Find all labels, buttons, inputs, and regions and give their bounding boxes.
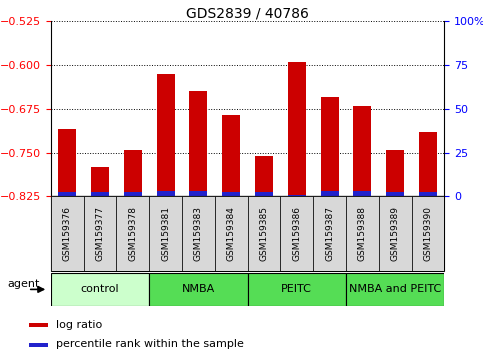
Bar: [51, 273, 149, 306]
Bar: [124, 192, 142, 196]
Text: GSM159378: GSM159378: [128, 206, 137, 261]
Bar: [386, 150, 404, 196]
Text: control: control: [81, 284, 119, 295]
Bar: [288, 195, 306, 196]
Bar: [412, 196, 444, 271]
Bar: [346, 196, 379, 271]
Bar: [91, 167, 109, 196]
Bar: [255, 156, 273, 196]
Text: GSM159388: GSM159388: [358, 206, 367, 261]
Bar: [379, 196, 412, 271]
Bar: [321, 191, 339, 196]
Bar: [149, 273, 248, 306]
Bar: [313, 196, 346, 271]
Bar: [29, 343, 48, 347]
Text: NMBA and PEITC: NMBA and PEITC: [349, 284, 441, 295]
Bar: [124, 150, 142, 196]
Bar: [189, 191, 207, 196]
Bar: [189, 91, 207, 196]
Bar: [29, 323, 48, 327]
Bar: [280, 196, 313, 271]
Text: GSM159390: GSM159390: [424, 206, 432, 261]
Bar: [419, 132, 437, 196]
Bar: [321, 97, 339, 196]
Text: GSM159389: GSM159389: [391, 206, 399, 261]
Bar: [58, 192, 76, 196]
Text: percentile rank within the sample: percentile rank within the sample: [56, 339, 243, 349]
Text: GSM159383: GSM159383: [194, 206, 203, 261]
Bar: [419, 192, 437, 196]
Bar: [354, 191, 371, 196]
Text: agent: agent: [8, 279, 40, 289]
Bar: [255, 192, 273, 196]
Bar: [51, 196, 84, 271]
Bar: [156, 74, 174, 196]
Bar: [222, 192, 240, 196]
Bar: [288, 62, 306, 196]
Text: GSM159384: GSM159384: [227, 206, 236, 261]
Bar: [354, 106, 371, 196]
Text: PEITC: PEITC: [281, 284, 312, 295]
Title: GDS2839 / 40786: GDS2839 / 40786: [186, 6, 309, 20]
Bar: [215, 196, 248, 271]
Bar: [84, 196, 116, 271]
Text: GSM159376: GSM159376: [63, 206, 71, 261]
Bar: [386, 192, 404, 196]
Bar: [91, 192, 109, 196]
Bar: [346, 273, 444, 306]
Bar: [58, 129, 76, 196]
Text: NMBA: NMBA: [182, 284, 215, 295]
Text: GSM159381: GSM159381: [161, 206, 170, 261]
Bar: [149, 196, 182, 271]
Text: GSM159377: GSM159377: [96, 206, 104, 261]
Text: log ratio: log ratio: [56, 320, 102, 330]
Bar: [116, 196, 149, 271]
Bar: [182, 196, 215, 271]
Bar: [248, 273, 346, 306]
Bar: [248, 196, 280, 271]
Text: GSM159386: GSM159386: [292, 206, 301, 261]
Text: GSM159387: GSM159387: [325, 206, 334, 261]
Bar: [156, 191, 174, 196]
Bar: [222, 115, 240, 196]
Text: GSM159385: GSM159385: [259, 206, 269, 261]
